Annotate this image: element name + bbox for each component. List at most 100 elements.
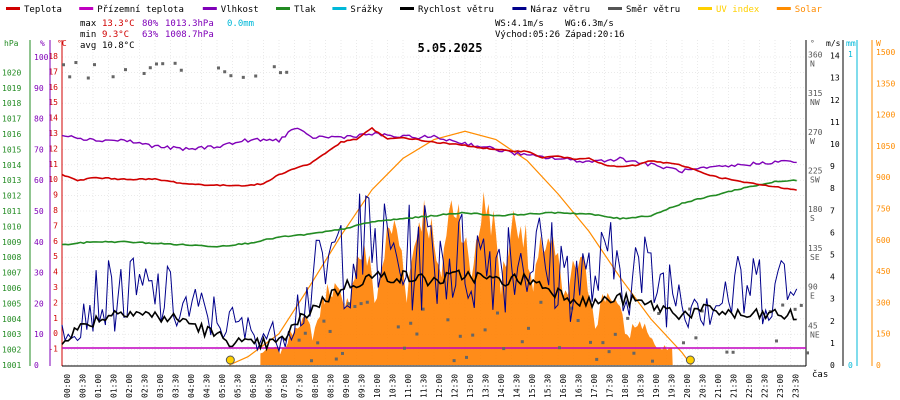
axis-w-tick: 900: [876, 173, 891, 182]
axis-x-tick: 20:30: [699, 374, 708, 398]
axis-x-tick: 09:30: [358, 374, 367, 398]
stat-wg: WG:6.3m/s: [565, 19, 614, 29]
axis-ms-tick: 13: [830, 74, 840, 83]
wind-dir-dot: [471, 333, 475, 337]
axis-x-tick: 07:30: [296, 374, 305, 398]
legend-swatch-7: [608, 7, 622, 10]
axis-hpa-tick: 1001: [2, 361, 21, 370]
axis-x-tick: 03:30: [172, 374, 181, 398]
axis-degc-tick: 15: [48, 98, 58, 107]
axis-ms-tick: 3: [830, 295, 835, 304]
axis-deg-tick: 225: [808, 167, 823, 176]
axis-degc-tick: 4: [53, 268, 58, 277]
axis-hpa-tick: 1019: [2, 84, 21, 93]
wind-dir-dot: [601, 341, 605, 345]
axis-x-tick: 06:30: [265, 374, 274, 398]
axis-w-tick: 1200: [876, 111, 895, 120]
axis-deg-tick: 180: [808, 205, 823, 214]
axis-x-tick: 03:00: [156, 374, 165, 398]
axis-x-tick: 19:00: [652, 374, 661, 398]
wind-dir-dot: [626, 316, 630, 320]
legend-swatch-8: [698, 7, 712, 10]
wind-dir-dot: [254, 74, 258, 78]
stat-max-temp: 13.3°C: [102, 19, 135, 29]
wind-dir-dot: [700, 309, 704, 313]
axis-w-unit: W: [876, 39, 881, 48]
wind-dir-dot: [142, 71, 146, 75]
solar-line: [229, 130, 692, 366]
axis-degc-tick: 13: [48, 129, 58, 138]
axis-hpa-tick: 1020: [2, 68, 21, 77]
stat-max-hum: 80%: [142, 19, 159, 29]
axis-pct-tick: 80: [34, 115, 44, 124]
axis-hpa-tick: 1005: [2, 299, 21, 308]
axis-x-tick: 22:30: [761, 374, 770, 398]
wind-dir-dot: [781, 303, 785, 307]
axis-x-tick: 13:30: [482, 374, 491, 398]
stat-max-press: 1013.3hPa: [165, 19, 214, 29]
axis-degc-tick: 11: [48, 160, 58, 169]
axis-deg-tick: 360: [808, 50, 823, 59]
axis-hpa-tick: 1008: [2, 253, 21, 262]
stat-min-temp: 9.3°C: [102, 30, 129, 40]
wind-dir-dot: [458, 334, 462, 338]
stat-sunset: Západ:20:16: [565, 30, 625, 40]
wind-dir-dot: [328, 329, 332, 333]
wind-dir-dot: [632, 351, 636, 355]
wind-dir-dot: [229, 74, 233, 78]
axis-x-tick: 18:00: [621, 374, 630, 398]
wind-dir-dot: [799, 303, 803, 307]
axis-deg-compass: E: [810, 292, 815, 301]
pressure-line: [61, 179, 797, 248]
axis-hpa-tick: 1011: [2, 207, 21, 216]
axis-deg-tick: 135: [808, 244, 823, 253]
axis-mm-unit: mm: [846, 39, 856, 48]
axis-degc-tick: 14: [48, 114, 58, 123]
wind-dir-dot: [74, 61, 78, 65]
gust-line: [61, 193, 798, 353]
axis-degc-tick: 1: [53, 314, 58, 323]
wind-dir-dot: [161, 62, 165, 66]
axis-hpa-tick: 1010: [2, 222, 21, 231]
legend-label-9: Solar: [795, 5, 823, 15]
axis-pct-tick: 60: [34, 176, 44, 185]
axis-deg-tick: 90: [808, 283, 818, 292]
wind-dir-dot: [731, 350, 735, 354]
axis-deg-compass: NW: [810, 98, 820, 107]
axis-hpa-tick: 1016: [2, 130, 21, 139]
axis-w-tick: 150: [876, 330, 891, 339]
axis-x-tick: 05:00: [218, 374, 227, 398]
legend-swatch-5: [400, 7, 414, 10]
axis-x-tick: 04:00: [187, 374, 196, 398]
axis-degc-tick: 8: [53, 206, 58, 215]
axis-degc-tick: 17: [48, 67, 58, 76]
axis-x-tick: 00:30: [79, 374, 88, 398]
axis-deg-compass: NE: [810, 330, 820, 339]
legend-label-5: Rychlost větru: [418, 5, 494, 15]
axis-x-tick: 20:00: [683, 374, 692, 398]
axis-ms-tick: 10: [830, 140, 840, 149]
axis-ms-tick: 4: [830, 273, 835, 282]
humidity-line: [61, 127, 797, 174]
axis-hpa-tick: 1004: [2, 315, 21, 324]
axis-x-tick: 21:30: [730, 374, 739, 398]
wind-dir-dot: [688, 307, 692, 311]
axis-x-tick: 01:00: [94, 374, 103, 398]
axis-x-tick: 14:00: [497, 374, 506, 398]
legend-label-4: Srážky: [350, 5, 383, 15]
axis-degc-tick: 9: [53, 191, 58, 200]
wind-dir-dot: [421, 307, 425, 311]
axis-deg-unit: °: [810, 39, 815, 48]
axis-w-tick: 1350: [876, 79, 895, 88]
wind-dir-dot: [576, 319, 580, 323]
wind-dir-dot: [303, 331, 307, 335]
wind-dir-dot: [502, 347, 506, 351]
wind-dir-dot: [179, 68, 183, 72]
wind-dir-dot: [173, 61, 177, 65]
wind-dir-dot: [353, 304, 357, 308]
wind-dir-dot: [148, 66, 152, 70]
axis-x-tick: 13:00: [466, 374, 475, 398]
axis-hpa-tick: 1017: [2, 115, 21, 124]
axis-degc-tick: 18: [48, 52, 58, 61]
wind-dir-dot: [483, 328, 487, 332]
